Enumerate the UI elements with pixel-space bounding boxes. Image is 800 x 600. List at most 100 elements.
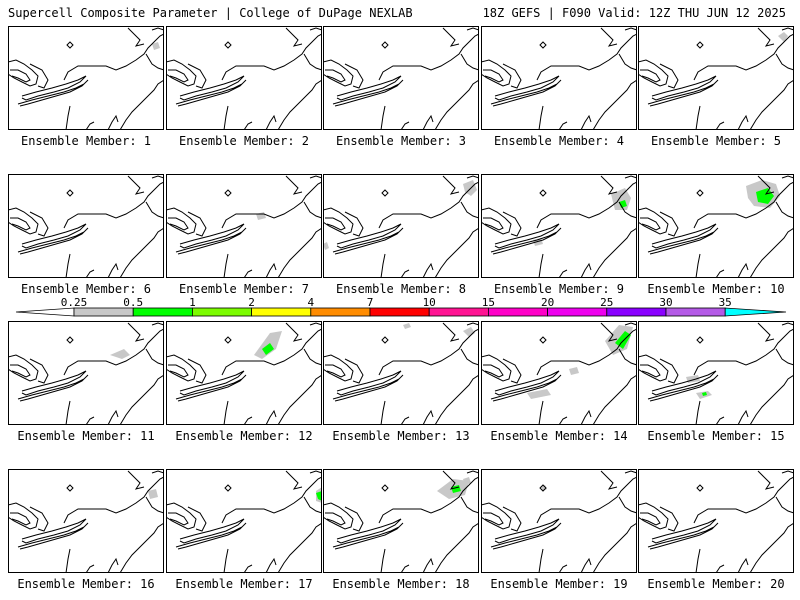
- scp-contour: [463, 477, 471, 485]
- ensemble-member-panel: Ensemble Member: 1: [8, 26, 164, 148]
- member-map: [8, 469, 164, 573]
- member-map: [638, 469, 794, 573]
- member-caption: Ensemble Member: 15: [647, 429, 785, 443]
- member-map: [638, 26, 794, 130]
- ensemble-member-panel: Ensemble Member: 5: [638, 26, 794, 148]
- scp-contour: [527, 389, 551, 399]
- ensemble-member-panel: Ensemble Member: 19: [481, 469, 637, 591]
- colorbar-segment: [310, 307, 371, 317]
- member-map: [323, 26, 479, 130]
- ensemble-member-panel: Ensemble Member: 8: [323, 174, 479, 296]
- colorbar-label: 10: [423, 296, 436, 309]
- scp-contour: [403, 323, 411, 329]
- member-caption: Ensemble Member: 17: [175, 577, 313, 591]
- member-caption: Ensemble Member: 1: [20, 134, 152, 148]
- ensemble-member-panel: Ensemble Member: 4: [481, 26, 637, 148]
- ensemble-member-panel: Ensemble Member: 17: [166, 469, 322, 591]
- scp-contour: [756, 188, 774, 204]
- scp-contour: [316, 491, 322, 501]
- member-map: [481, 174, 637, 278]
- ensemble-member-panel: Ensemble Member: 11: [8, 321, 164, 443]
- ensemble-member-panel: Ensemble Member: 13: [323, 321, 479, 443]
- title-left: Supercell Composite Parameter | College …: [8, 6, 413, 20]
- ensemble-member-panel: Ensemble Member: 15: [638, 321, 794, 443]
- member-caption: Ensemble Member: 20: [647, 577, 785, 591]
- ensemble-member-panel: Ensemble Member: 10: [638, 174, 794, 296]
- colorbar-arrow-right: [724, 307, 787, 317]
- ensemble-member-panel: Ensemble Member: 9: [481, 174, 637, 296]
- colorbar-segment: [665, 307, 726, 317]
- scp-contour: [148, 489, 158, 499]
- colorbar-label: 25: [600, 296, 613, 309]
- colorbar-label: 30: [659, 296, 672, 309]
- member-map: [323, 469, 479, 573]
- scp-contour: [463, 327, 475, 337]
- member-map: [166, 174, 322, 278]
- colorbar-label: 0.25: [61, 296, 88, 309]
- colorbar-segment: [547, 307, 608, 317]
- colorbar-label: 0.5: [123, 296, 143, 309]
- title-right: 18Z GEFS | F090 Valid: 12Z THU JUN 12 20…: [482, 6, 786, 20]
- member-caption: Ensemble Member: 6: [20, 282, 152, 296]
- ensemble-member-panel: Ensemble Member: 14: [481, 321, 637, 443]
- member-caption: Ensemble Member: 19: [490, 577, 628, 591]
- member-caption: Ensemble Member: 10: [647, 282, 785, 296]
- ensemble-member-panel: Ensemble Member: 6: [8, 174, 164, 296]
- member-caption: Ensemble Member: 4: [493, 134, 625, 148]
- member-map: [323, 321, 479, 425]
- colorbar-segment: [251, 307, 312, 317]
- member-caption: Ensemble Member: 12: [175, 429, 313, 443]
- member-map: [638, 321, 794, 425]
- member-caption: Ensemble Member: 7: [178, 282, 310, 296]
- member-caption: Ensemble Member: 14: [490, 429, 628, 443]
- member-map: [481, 469, 637, 573]
- member-caption: Ensemble Member: 9: [493, 282, 625, 296]
- scp-contour: [615, 331, 631, 349]
- member-map: [166, 321, 322, 425]
- scp-contour: [323, 242, 329, 250]
- ensemble-member-panel: Ensemble Member: 3: [323, 26, 479, 148]
- colorbar-arrow-left: [15, 307, 75, 317]
- colorbar-segment: [132, 307, 193, 317]
- member-caption: Ensemble Member: 13: [332, 429, 470, 443]
- scp-contour: [541, 485, 547, 491]
- colorbar-segment: [487, 307, 548, 317]
- member-caption: Ensemble Member: 3: [335, 134, 467, 148]
- member-map: [166, 26, 322, 130]
- ensemble-member-panel: Ensemble Member: 2: [166, 26, 322, 148]
- ensemble-member-panel: Ensemble Member: 12: [166, 321, 322, 443]
- member-map: [481, 26, 637, 130]
- colorbar-label: 35: [719, 296, 732, 309]
- scp-contour: [256, 212, 266, 220]
- colorbar: 0.25 0.5 1 2 4 7 10 15 20 25 30 35: [15, 296, 787, 317]
- scp-contour: [152, 42, 160, 50]
- member-caption: Ensemble Member: 16: [17, 577, 155, 591]
- member-map: [8, 26, 164, 130]
- ensemble-member-panel: Ensemble Member: 18: [323, 469, 479, 591]
- member-map: [8, 174, 164, 278]
- colorbar-label: 20: [541, 296, 554, 309]
- ensemble-member-panel: Ensemble Member: 7: [166, 174, 322, 296]
- scp-contour: [110, 349, 130, 359]
- colorbar-label: 1: [189, 296, 196, 309]
- colorbar-label: 2: [248, 296, 255, 309]
- member-caption: Ensemble Member: 5: [650, 134, 782, 148]
- colorbar-segment: [606, 307, 667, 317]
- member-map: [323, 174, 479, 278]
- scp-contour: [569, 367, 579, 375]
- member-caption: Ensemble Member: 11: [17, 429, 155, 443]
- scp-contour: [262, 343, 274, 355]
- colorbar-label: 15: [482, 296, 495, 309]
- ensemble-member-panel: Ensemble Member: 16: [8, 469, 164, 591]
- member-map: [8, 321, 164, 425]
- colorbar-segment: [191, 307, 252, 317]
- member-caption: Ensemble Member: 2: [178, 134, 310, 148]
- colorbar-segment: [73, 307, 134, 317]
- member-caption: Ensemble Member: 8: [335, 282, 467, 296]
- colorbar-label: 7: [367, 296, 374, 309]
- member-map: [638, 174, 794, 278]
- colorbar-segment: [428, 307, 489, 317]
- ensemble-member-panel: Ensemble Member: 20: [638, 469, 794, 591]
- member-caption: Ensemble Member: 18: [332, 577, 470, 591]
- colorbar-label: 4: [307, 296, 314, 309]
